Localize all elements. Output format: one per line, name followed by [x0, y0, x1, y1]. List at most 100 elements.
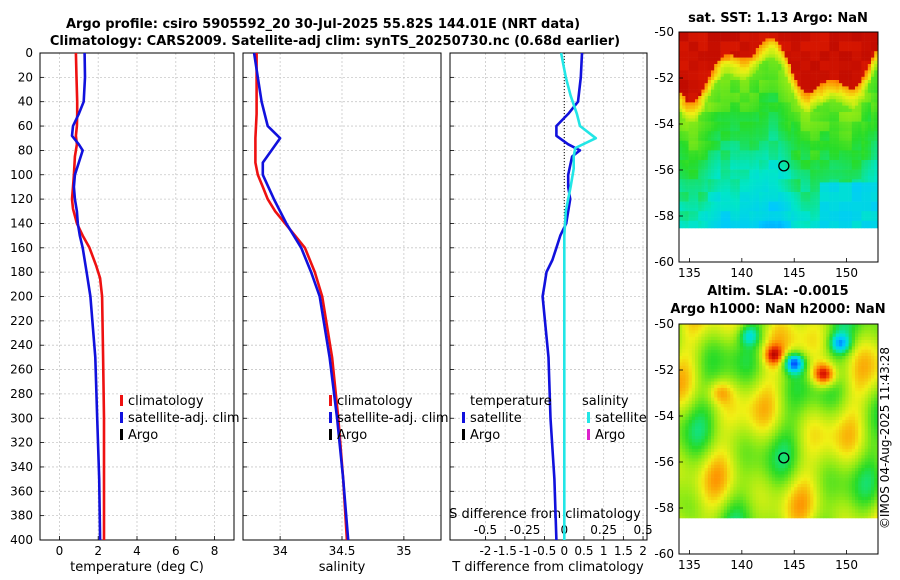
map-cell — [739, 105, 744, 110]
map-cell — [803, 83, 808, 87]
map-cell — [717, 349, 721, 354]
map-cell — [768, 192, 773, 196]
map-cell — [781, 343, 785, 347]
map-cell — [861, 102, 865, 106]
map-cell — [704, 356, 709, 360]
map-cell — [688, 57, 693, 62]
map-cell — [816, 102, 821, 106]
map-cell — [771, 160, 776, 164]
map-cell — [874, 92, 878, 97]
map-cell — [749, 340, 753, 344]
map-cell — [867, 96, 872, 100]
map-cell — [794, 227, 798, 229]
map-cell — [752, 224, 757, 228]
map-cell — [775, 330, 779, 334]
map-cell — [874, 134, 878, 138]
map-cell — [736, 208, 741, 212]
map-cell — [682, 188, 686, 193]
map-cell — [743, 57, 747, 62]
map-cell — [682, 92, 686, 97]
map-cell — [803, 115, 808, 119]
map-cell — [730, 176, 734, 180]
map-cell — [771, 86, 776, 90]
map-cell — [794, 32, 798, 36]
map-cell — [848, 124, 853, 129]
map-cell — [755, 99, 760, 103]
map-cell — [723, 105, 728, 110]
map-cell — [679, 92, 683, 97]
map-cell — [797, 102, 801, 106]
map-cell — [826, 112, 830, 116]
map-cell — [733, 224, 737, 228]
map-cell — [867, 217, 872, 222]
map-cell — [755, 343, 760, 347]
map-cell — [864, 54, 869, 58]
map-cell — [720, 156, 725, 161]
map-cell — [698, 195, 702, 199]
map-cell — [685, 160, 689, 164]
map-cell — [842, 362, 846, 366]
map-cell — [826, 147, 830, 151]
map-cell — [746, 156, 750, 161]
map-cell — [826, 124, 830, 129]
map-cell — [720, 208, 725, 212]
map-cell — [711, 359, 715, 363]
map-cell — [816, 124, 821, 129]
map-cell — [685, 352, 689, 357]
map-cell — [698, 327, 702, 331]
map-cell — [858, 67, 862, 71]
map-cell — [733, 330, 737, 334]
map-cell — [864, 89, 869, 94]
map-cell — [855, 70, 859, 74]
map-cell — [851, 224, 856, 228]
map-cell — [752, 92, 757, 97]
map-cell — [775, 112, 779, 116]
map-cell — [797, 153, 801, 158]
map-cell — [851, 51, 856, 55]
map-cell — [874, 57, 878, 62]
map-cell — [679, 220, 683, 225]
map-cell — [845, 217, 849, 222]
map-cell — [736, 163, 741, 167]
map-cell — [688, 356, 693, 360]
map-cell — [733, 48, 737, 52]
map-cell — [842, 137, 846, 142]
map-cell — [800, 227, 805, 229]
map-cell — [832, 188, 837, 193]
map-cell — [807, 92, 811, 97]
map-cell — [784, 349, 789, 354]
map-cell — [775, 349, 779, 354]
map-cell — [768, 150, 773, 154]
map-cell — [698, 201, 702, 206]
map-cell — [768, 163, 773, 167]
map-cell — [688, 163, 693, 167]
map-cell — [746, 327, 750, 331]
map-cell — [688, 76, 693, 81]
map-cell — [835, 144, 840, 148]
map-cell — [816, 349, 821, 354]
map-cell — [762, 217, 766, 222]
map-cell — [848, 48, 853, 52]
map-cell — [874, 224, 878, 228]
legend-swatch — [587, 412, 590, 423]
map-cell — [752, 220, 757, 225]
map-cell — [787, 118, 792, 122]
map-cell — [871, 192, 875, 196]
map-cell — [727, 51, 731, 55]
map-cell — [752, 169, 757, 174]
map-cell — [733, 179, 737, 183]
map-cell — [867, 327, 872, 331]
map-cell — [861, 153, 865, 158]
map-cell — [848, 102, 853, 106]
map-cell — [871, 188, 875, 193]
map-cell — [807, 160, 811, 164]
map-cell — [787, 195, 792, 199]
map-cell — [695, 118, 699, 122]
map-cell — [861, 67, 865, 71]
map-cell — [803, 112, 808, 116]
map-cell — [781, 153, 785, 158]
map-cell — [746, 198, 750, 202]
map-cell — [784, 166, 789, 170]
map-cell — [714, 64, 718, 68]
map-cell — [775, 51, 779, 55]
